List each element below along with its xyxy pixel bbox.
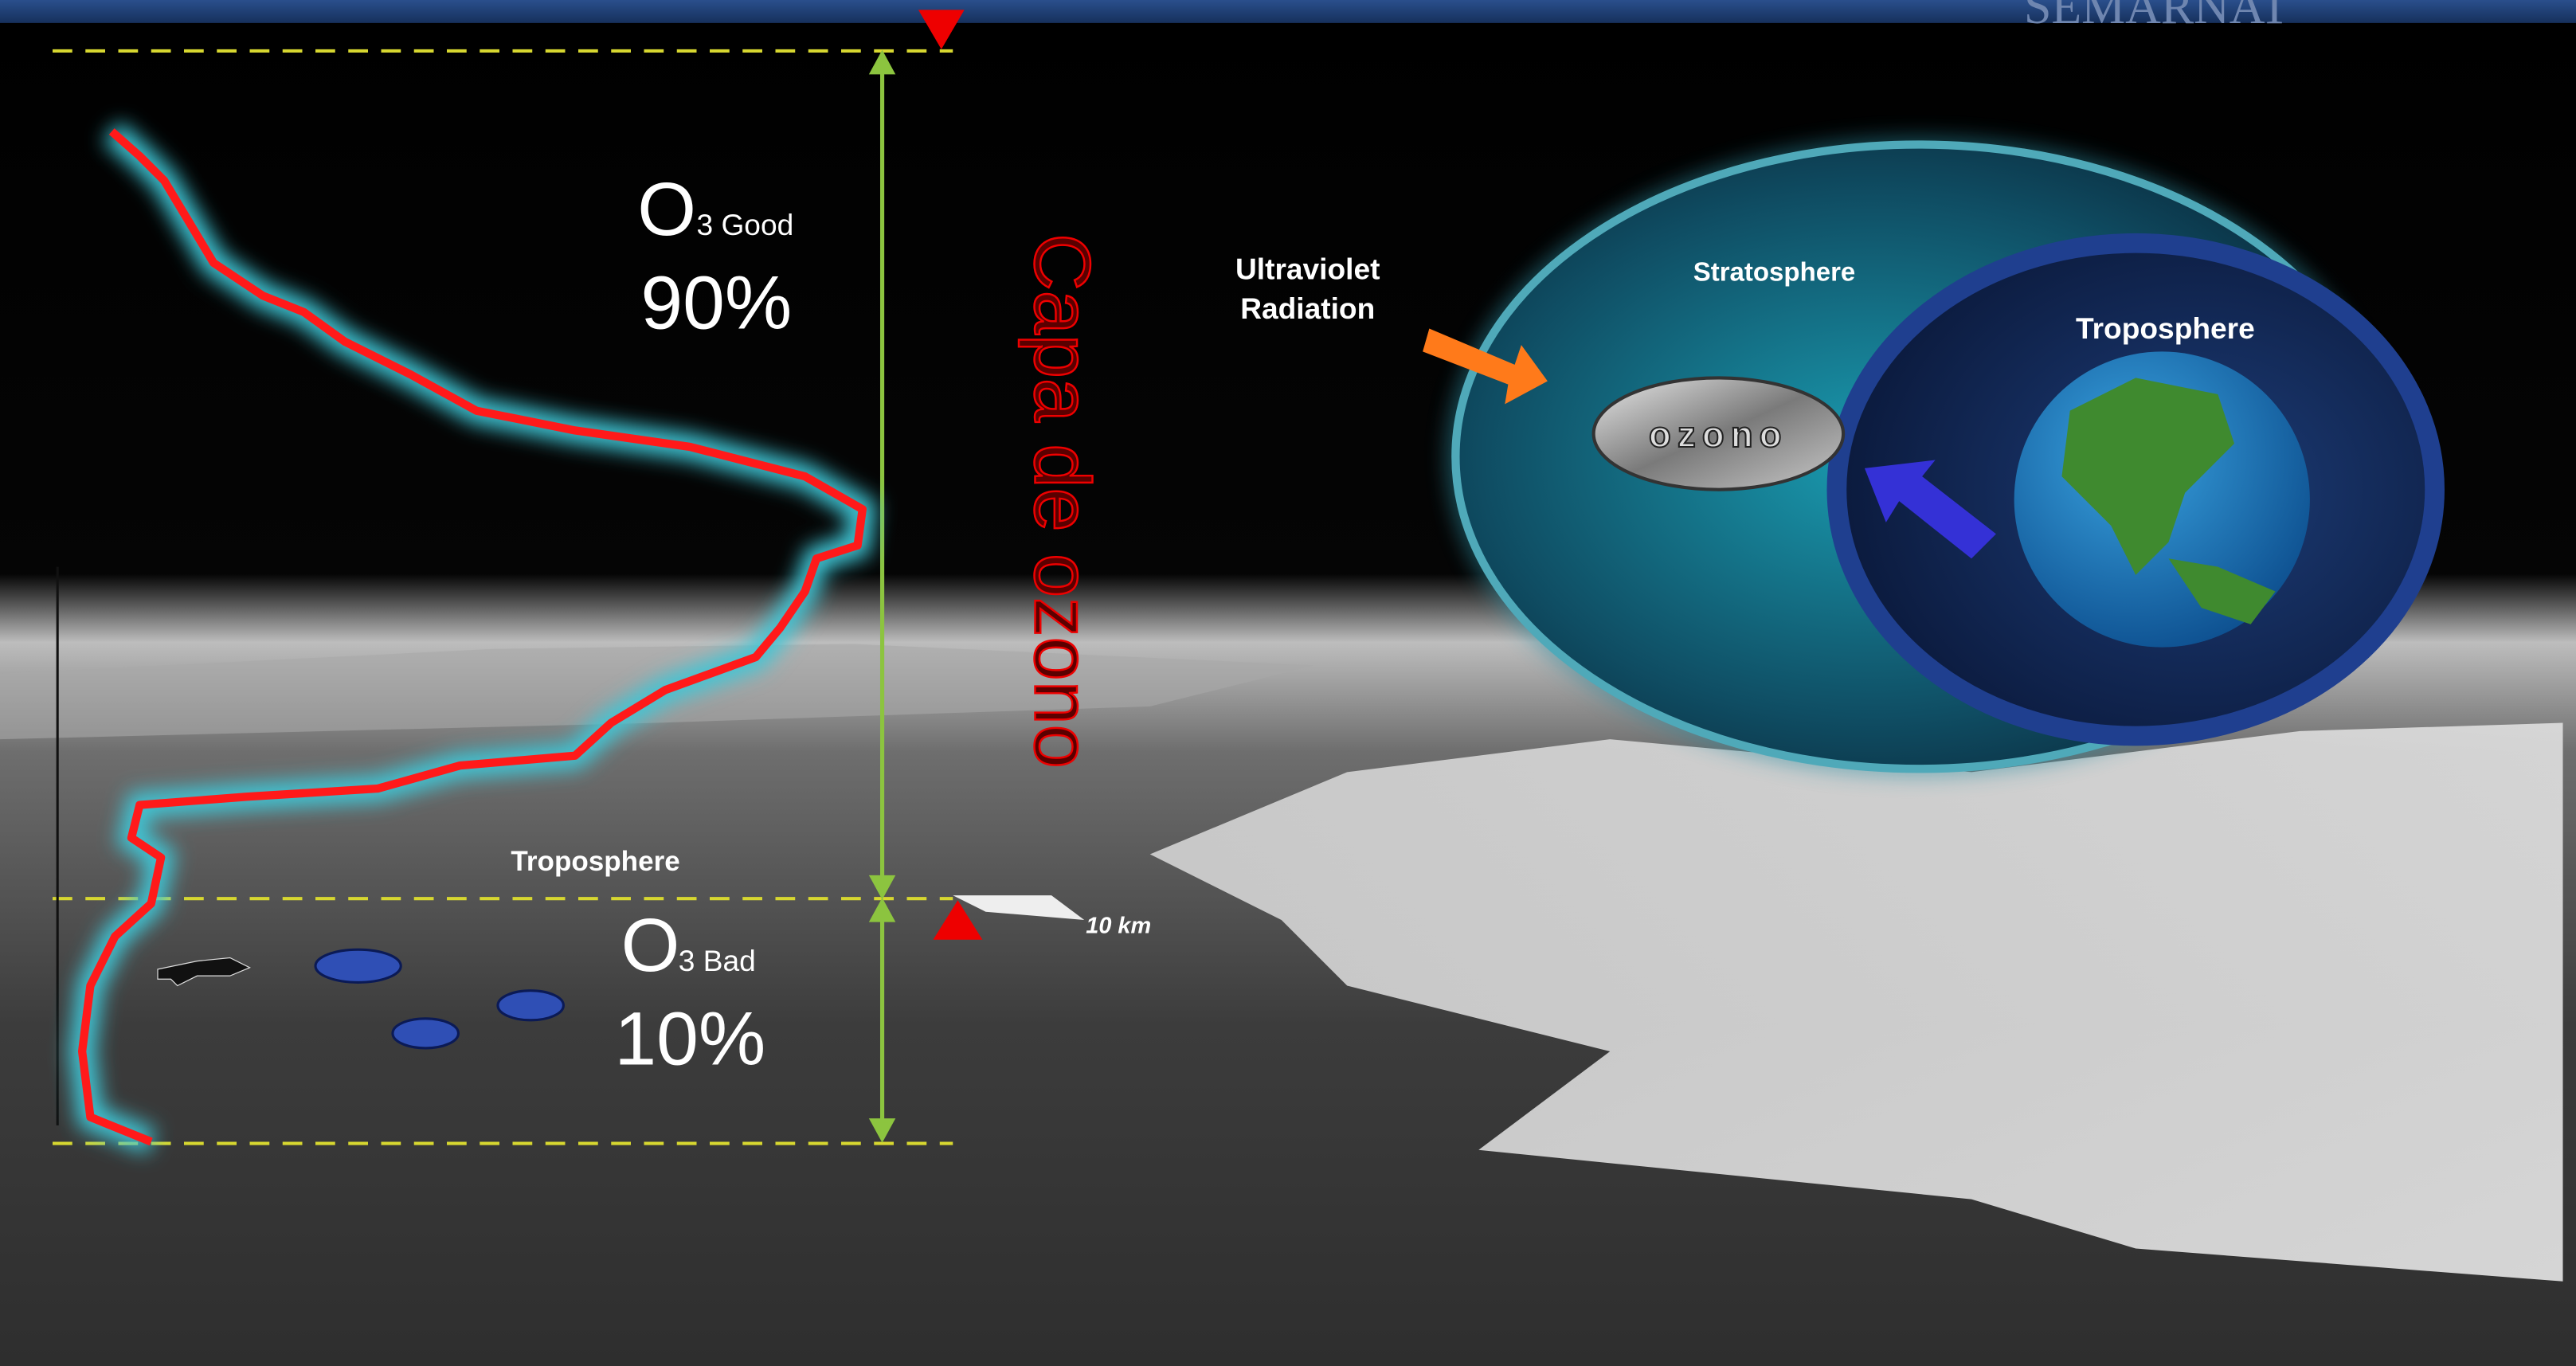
radiation-label: Ultraviolet [1235,252,1380,286]
clouds [314,948,565,1050]
badge-text: ozono [1649,414,1788,455]
uv-arrow [1423,328,1548,405]
marker-up [933,900,983,940]
logo-text: SEMARNAT [2024,0,2289,34]
ozone-subscript: 3 Bad [679,944,756,977]
terrain [1149,722,2563,1282]
layer-label: Capa de ozono [1018,233,1106,769]
radiation-label: Radiation [1240,292,1375,325]
ozone-badge [1591,376,1846,491]
percent-label: 90% [640,261,792,346]
percent-label: 10% [614,997,765,1082]
troposphere-label: Troposphere [2076,311,2255,345]
troposphere-label: Troposphere [511,846,679,877]
top-bar [0,0,2576,23]
ozone-profile [77,128,867,1146]
altitude-label: 10 km [1086,914,1151,939]
return-arrow [1864,460,1996,559]
continents [2061,378,2276,624]
ozone-symbol: O [637,167,696,252]
stratosphere-label: Stratosphere [1693,257,1856,287]
island [953,895,1085,921]
layer-arrows [868,49,896,1143]
marker-down [918,10,965,49]
airplane [157,957,251,987]
ozone-symbol: O [621,903,680,988]
ozone-subscript: 3 Good [697,208,794,241]
